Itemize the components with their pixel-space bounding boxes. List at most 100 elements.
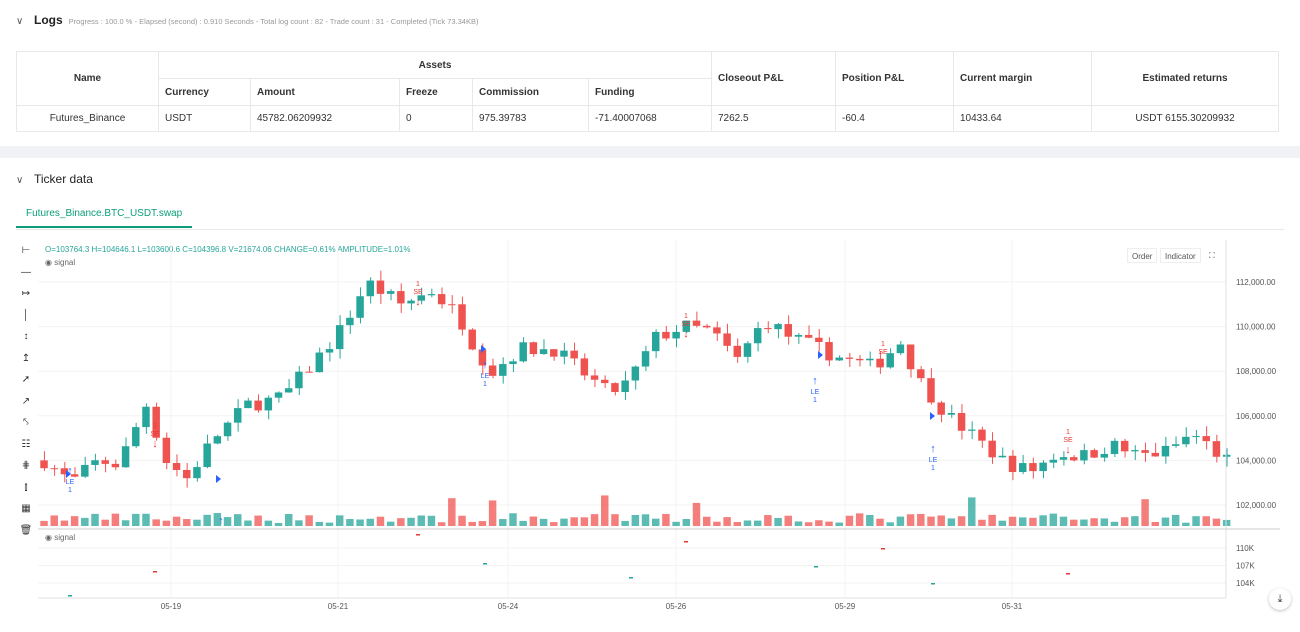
ray-icon[interactable]: ↗ xyxy=(21,395,31,407)
candle-body xyxy=(1161,445,1170,457)
volume-bar xyxy=(1202,516,1210,526)
candle-body xyxy=(978,429,986,441)
assets-table: Name Assets Closeout P&L Position P&L Cu… xyxy=(16,51,1279,132)
marker-type: SE xyxy=(681,321,691,328)
signal-legend-sub[interactable]: ◉ signal xyxy=(45,533,75,542)
candle-body xyxy=(1039,462,1047,472)
candle-body xyxy=(193,467,201,479)
candle-body xyxy=(539,349,548,355)
candle-body xyxy=(1049,459,1058,463)
candle-body xyxy=(876,358,884,368)
volume-bar xyxy=(550,522,558,526)
eye-icon[interactable]: ◉ xyxy=(45,533,52,542)
entry-triangle xyxy=(66,470,71,478)
pitchfork-icon[interactable]: ⫾ xyxy=(24,481,28,493)
trend-line-icon[interactable]: ➚ xyxy=(21,374,31,386)
tab-btc-usdt-swap[interactable]: Futures_Binance.BTC_USDT.swap xyxy=(16,200,193,228)
candle-body xyxy=(81,464,89,477)
cell-freeze: 0 xyxy=(399,105,473,132)
cell-name: Futures_Binance xyxy=(16,105,159,132)
buy-arrow-icon: ↑ xyxy=(67,465,73,477)
volume-bar xyxy=(325,522,334,526)
volume-bar xyxy=(101,519,109,526)
horizontal-ray-icon[interactable]: ↦ xyxy=(21,288,31,300)
candle-body xyxy=(91,460,99,465)
entry-triangle xyxy=(216,475,221,483)
candle-body xyxy=(611,383,619,393)
candle-body xyxy=(162,437,171,464)
candle-body xyxy=(550,349,558,357)
price-range-icon[interactable]: ☷ xyxy=(21,438,31,450)
candle-body xyxy=(60,468,69,475)
scroll-to-latest-button[interactable]: ⤓ xyxy=(1269,588,1291,610)
volume-bar xyxy=(437,522,446,526)
fullscreen-icon[interactable]: ⛶ xyxy=(1205,248,1219,263)
volume-bar xyxy=(753,520,762,526)
signal-legend-main[interactable]: ◉ signal xyxy=(45,258,75,267)
calendar-icon[interactable]: ▦ xyxy=(21,503,31,515)
volume-bar xyxy=(488,500,497,526)
volume-bar xyxy=(580,517,589,526)
col-margin: Current margin xyxy=(953,51,1092,106)
candle-body xyxy=(764,328,772,330)
indicator-button[interactable]: Indicator xyxy=(1160,248,1201,263)
ticker-header[interactable]: ∨ Ticker data xyxy=(16,172,93,186)
parallel-channel-icon[interactable]: ⋕ xyxy=(21,460,31,472)
volume-bar xyxy=(906,514,915,526)
volume-bar xyxy=(183,519,191,526)
candle-body xyxy=(519,342,527,362)
volume-bar xyxy=(417,515,425,526)
marker-type: SE xyxy=(1063,437,1073,444)
chevron-down-icon[interactable]: ∨ xyxy=(16,175,24,186)
volume-bar xyxy=(601,495,609,526)
candle-body xyxy=(855,358,864,361)
ohlc-amplitude: AMPLITUDE=1.01% xyxy=(337,245,411,254)
volume-bar xyxy=(743,520,752,526)
col-name: Name xyxy=(16,51,159,106)
chevron-down-icon[interactable]: ∨ xyxy=(16,16,24,27)
vertical-line-icon[interactable]: │ xyxy=(22,309,30,321)
volume-bar xyxy=(560,518,568,526)
sell-arrow-icon: ↓ xyxy=(1065,444,1071,456)
candle-body xyxy=(325,349,334,353)
order-button[interactable]: Order xyxy=(1127,248,1158,263)
candle-body xyxy=(1080,450,1088,461)
sell-arrow-icon: ↓ xyxy=(683,328,689,340)
crosshair-icon[interactable]: ⊢ xyxy=(21,245,31,257)
entry-triangle xyxy=(481,345,486,353)
eye-icon[interactable]: ◉ xyxy=(45,258,52,267)
cell-returns: USDT 6155.30209932 xyxy=(1091,105,1279,132)
buy-arrow-icon: ↑ xyxy=(482,359,488,371)
volume-bar xyxy=(794,521,803,526)
volume-bar xyxy=(121,520,130,526)
candle-body xyxy=(590,375,599,380)
sell-arrow-icon: ↓ xyxy=(152,438,158,450)
marker-count: 1 xyxy=(68,487,72,494)
marker-count: 1 xyxy=(931,465,935,472)
candle-body xyxy=(101,460,109,464)
vertical-ray-icon[interactable]: ↥ xyxy=(21,352,31,364)
candle-body xyxy=(183,469,191,479)
trash-icon[interactable]: 🗑 xyxy=(19,524,33,536)
horizontal-line-icon[interactable]: — xyxy=(21,266,31,278)
tab-divider xyxy=(16,229,1284,230)
date-tick-label: 05-19 xyxy=(161,602,182,611)
logs-panel: ∨ Logs Progress : 100.0 % - Elapsed (sec… xyxy=(0,0,1300,146)
candle-body xyxy=(947,413,956,415)
candle-body xyxy=(1059,457,1068,460)
volume-bar xyxy=(111,513,120,526)
candle-body xyxy=(906,344,915,370)
candle-body xyxy=(1222,454,1231,457)
signal-mark xyxy=(629,577,633,579)
volume-bar xyxy=(152,519,160,526)
candle-body xyxy=(1212,441,1221,457)
entry-triangle xyxy=(818,351,823,359)
logs-header[interactable]: ∨ Logs Progress : 100.0 % - Elapsed (sec… xyxy=(16,13,478,27)
vertical-segment-icon[interactable]: ↕ xyxy=(23,331,29,343)
extended-line-icon[interactable]: ⤣ xyxy=(23,417,29,429)
volume-bar xyxy=(764,515,772,526)
volume-bar xyxy=(162,520,171,526)
candle-body xyxy=(152,406,160,438)
candle-body xyxy=(621,380,629,393)
